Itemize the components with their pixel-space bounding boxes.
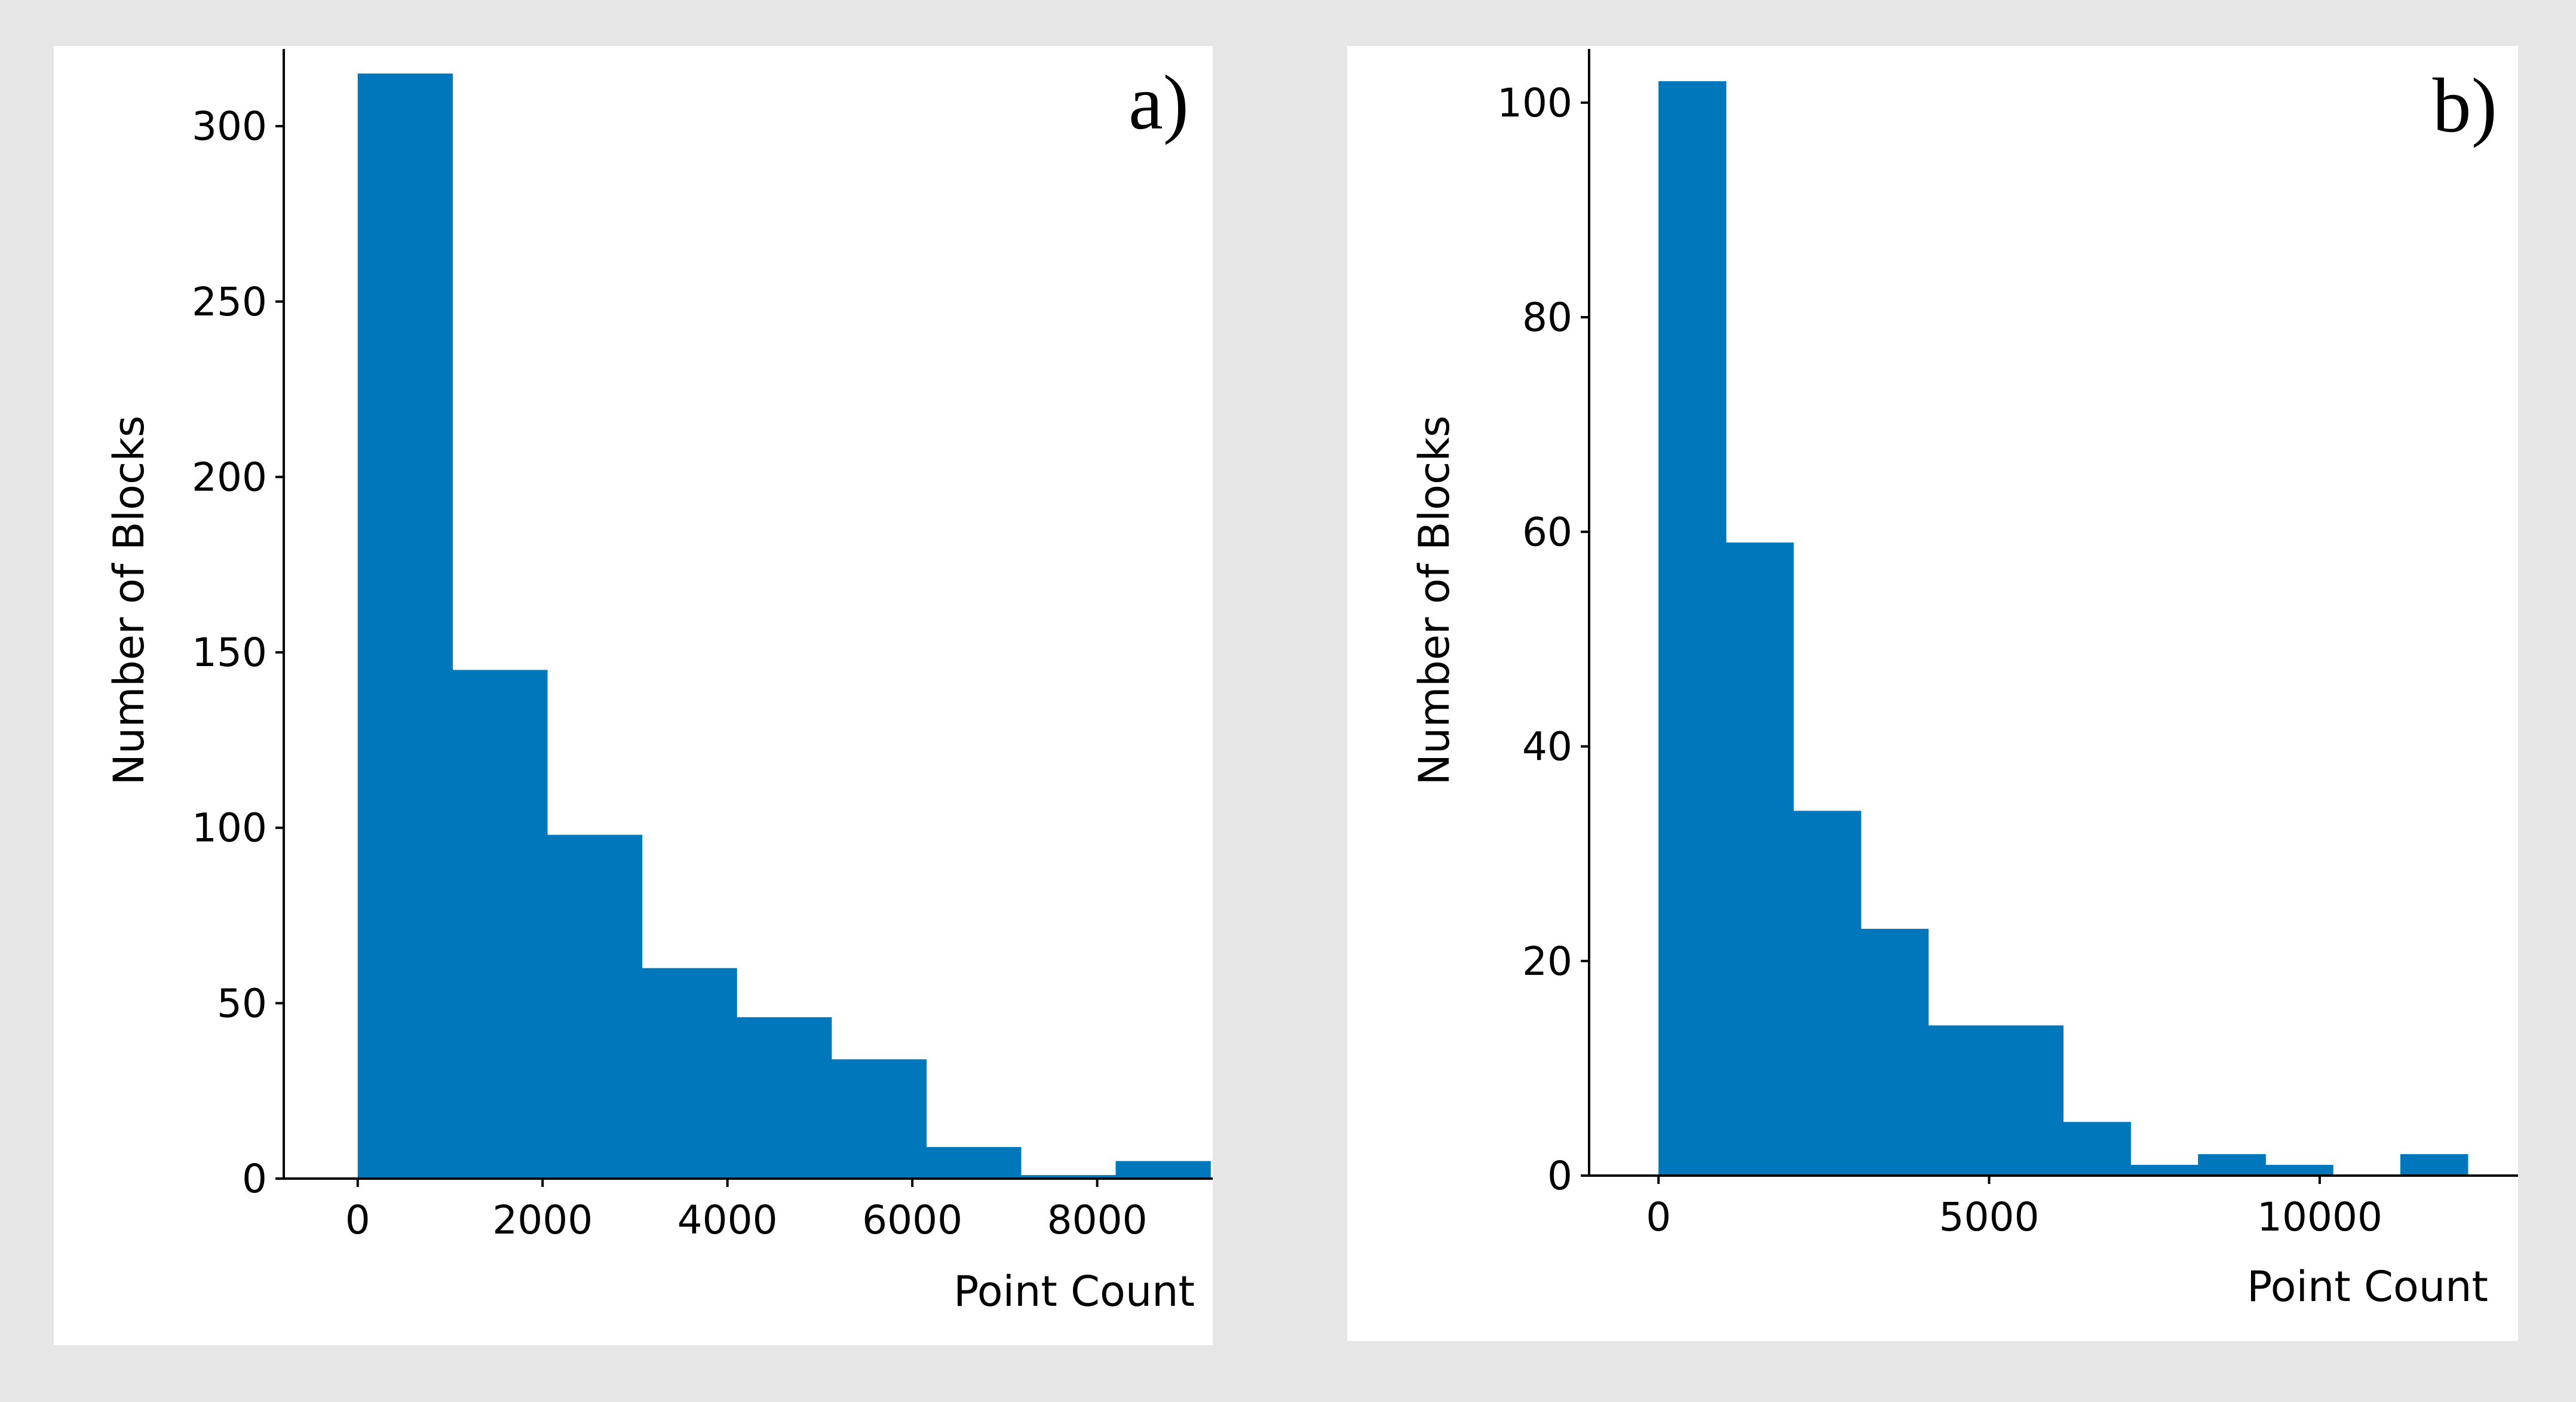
panel-b-y-ticks: 0 20 40 60 80 100 <box>1497 80 1589 1199</box>
panel-a-y-ticks: 0 50 100 150 200 250 300 <box>192 103 284 1202</box>
panel-b: 0 20 40 60 80 100 0 5000 10000 Point Count Numb… <box>1347 46 2518 1341</box>
panel-a-x-tick-label: 8000 <box>1047 1197 1148 1243</box>
panel-b-y-tick-label: 60 <box>1522 509 1572 555</box>
panel-a-bar-3 <box>547 835 643 1179</box>
panel-b-bar-7 <box>2063 1122 2132 1176</box>
panel-a-y-tick-label: 100 <box>192 805 267 851</box>
panel-b-y-tick-label: 100 <box>1497 80 1572 126</box>
panel-a-y-tick-label: 250 <box>192 279 267 325</box>
panel-a-x-tick-label: 0 <box>345 1197 370 1243</box>
panel-a-y-tick-label: 150 <box>192 630 267 676</box>
panel-b-bar-1 <box>1658 81 1726 1176</box>
panel-a-bars <box>357 73 1211 1179</box>
panel-b-x-axis-title: Point Count <box>2247 1262 2488 1311</box>
panel-b-label: b) <box>2433 63 2497 149</box>
panel-b-x-ticks: 0 5000 10000 <box>1646 1176 2382 1240</box>
panel-a-bar-5 <box>737 1017 832 1179</box>
panel-b-x-tick-label: 5000 <box>1939 1194 2040 1240</box>
panel-a-bar-9 <box>1115 1161 1211 1179</box>
panel-b-y-tick-label: 80 <box>1522 294 1572 340</box>
panel-b-y-tick-label: 40 <box>1522 724 1572 770</box>
panel-b-x-tick-label: 0 <box>1646 1194 1671 1240</box>
panel-a-label: a) <box>1128 60 1189 146</box>
panel-a: 0 50 100 150 200 250 300 0 2000 4000 6000 8000 Poi… <box>54 46 1213 1345</box>
panel-a-y-axis-title: Number of Blocks <box>105 416 154 786</box>
panel-b-bar-8 <box>2130 1165 2198 1176</box>
panel-a-x-tick-label: 6000 <box>862 1197 962 1243</box>
panel-a-bar-4 <box>642 968 737 1179</box>
panel-a-bar-7 <box>926 1147 1022 1179</box>
panel-b-bar-9 <box>2198 1154 2266 1176</box>
panel-a-x-ticks: 0 2000 4000 6000 8000 <box>345 1179 1148 1243</box>
panel-a-x-tick-label: 4000 <box>677 1197 778 1243</box>
panel-b-y-axis-title: Number of Blocks <box>1410 416 1459 786</box>
panel-b-y-tick-label: 0 <box>1547 1153 1572 1199</box>
panel-a-y-tick-label: 50 <box>217 980 267 1026</box>
panel-a-bar-1 <box>357 73 453 1179</box>
panel-a-bar-2 <box>452 670 548 1179</box>
panel-b-bar-2 <box>1726 542 1794 1176</box>
panel-b-bar-4 <box>1860 928 1929 1176</box>
panel-b-bar-12 <box>2400 1154 2468 1176</box>
panel-a-x-axis-title: Point Count <box>953 1267 1195 1316</box>
panel-b-bars <box>1658 81 2468 1176</box>
panel-b-bar-5 <box>1928 1025 1997 1176</box>
panel-a-bar-6 <box>831 1059 927 1179</box>
panel-b-bar-10 <box>2265 1165 2333 1176</box>
panel-a-y-tick-label: 0 <box>242 1156 267 1202</box>
panel-b-x-tick-label: 10000 <box>2257 1194 2382 1240</box>
panel-a-y-tick-label: 300 <box>192 103 267 149</box>
panel-a-x-tick-label: 2000 <box>492 1197 593 1243</box>
panel-a-bar-8 <box>1020 1175 1117 1179</box>
panel-a-y-tick-label: 200 <box>192 454 267 500</box>
panel-b-bar-3 <box>1793 811 1862 1176</box>
panel-b-bar-6 <box>1995 1025 2064 1176</box>
panel-b-y-tick-label: 20 <box>1522 938 1572 984</box>
